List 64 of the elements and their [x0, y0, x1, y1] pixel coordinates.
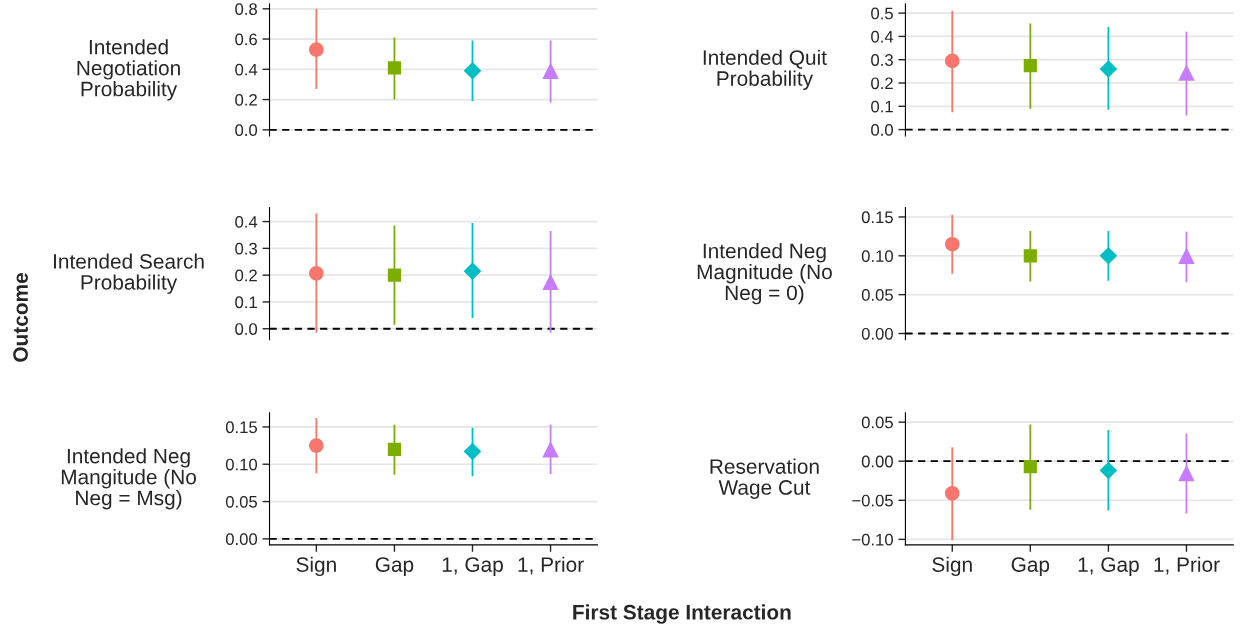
- x-tick-label: 1, Prior: [1154, 556, 1220, 575]
- text: Outcome: [13, 273, 28, 362]
- point: [1178, 64, 1195, 81]
- x-tick-label: Gap: [1011, 557, 1050, 577]
- y-tick-label: 0.00: [225, 533, 258, 546]
- point: [1023, 58, 1037, 73]
- y-axis-title: Intended Negotiation Probability: [77, 39, 180, 101]
- y-tick-label: 0.8: [235, 3, 257, 16]
- point: [542, 62, 559, 80]
- y-tick-label: 0.15: [225, 421, 258, 434]
- y-tick-label: 0.1: [235, 296, 257, 309]
- x-tick-label: Sign: [932, 556, 972, 577]
- y-tick-label: 0.2: [871, 77, 893, 90]
- x-tick-label: 1, Gap: [1078, 557, 1139, 577]
- y-axis-title: Intended Neg Magnitude (No Neg = 0): [697, 243, 832, 305]
- point: [463, 62, 482, 80]
- point: [309, 266, 324, 281]
- y-tick-label: 0.1: [871, 100, 893, 113]
- y-tick-label: 0.4: [235, 215, 258, 228]
- y-tick-label: 0.10: [861, 250, 893, 263]
- y-tick-label: 0.4: [235, 63, 258, 76]
- x-tick-label: 1, Prior: [518, 556, 584, 575]
- y-tick-label: 0.2: [235, 93, 257, 106]
- y-axis-title: Intended Neg Mangitude (No Neg = Msg): [61, 448, 196, 510]
- point: [1099, 60, 1118, 78]
- y-tick-label: 0.5: [871, 7, 893, 20]
- y-tick-label: 0.0: [235, 124, 258, 137]
- point: [1023, 460, 1037, 474]
- y-tick-label: 0.3: [871, 54, 893, 66]
- y-tick-label: 0.6: [235, 33, 257, 46]
- point: [542, 273, 559, 291]
- y-tick-label: 0.00: [861, 455, 893, 468]
- y-tick-label: −0.05: [852, 494, 893, 507]
- point: [542, 441, 559, 458]
- y-tick-label: 0.05: [225, 495, 258, 508]
- y-tick-label: 0.00: [861, 327, 893, 340]
- point: [1178, 464, 1195, 482]
- y-tick-label: 0.10: [225, 458, 258, 471]
- point: [309, 438, 324, 453]
- y-tick-label: 0.2: [235, 269, 257, 282]
- y-axis-title: Reservation Wage Cut: [710, 458, 819, 499]
- point: [309, 42, 324, 57]
- y-axis-title: Intended Search Probability: [54, 253, 204, 294]
- y-tick-label: 0.05: [861, 289, 893, 301]
- x-tick-label: 1, Gap: [442, 557, 503, 577]
- text: First Stage Interaction: [573, 604, 791, 624]
- point: [387, 268, 402, 282]
- point: [944, 53, 960, 69]
- x-tick-label: Gap: [375, 557, 414, 577]
- point: [387, 442, 402, 456]
- y-tick-label: 0.3: [235, 242, 257, 255]
- y-tick-label: 0.0: [871, 124, 893, 136]
- point: [1099, 461, 1118, 480]
- point: [944, 485, 960, 501]
- y-tick-label: 0.0: [235, 323, 258, 335]
- point: [463, 442, 482, 461]
- x-tick-label: Sign: [296, 556, 336, 577]
- y-tick-label: 0.05: [861, 416, 893, 429]
- y-tick-label: −0.10: [852, 533, 893, 546]
- y-axis-title: Intended Quit Probability: [703, 49, 827, 91]
- point: [463, 262, 482, 280]
- y-tick-label: 0.15: [861, 211, 893, 224]
- y-tick-label: 0.4: [871, 30, 894, 43]
- point: [387, 61, 402, 75]
